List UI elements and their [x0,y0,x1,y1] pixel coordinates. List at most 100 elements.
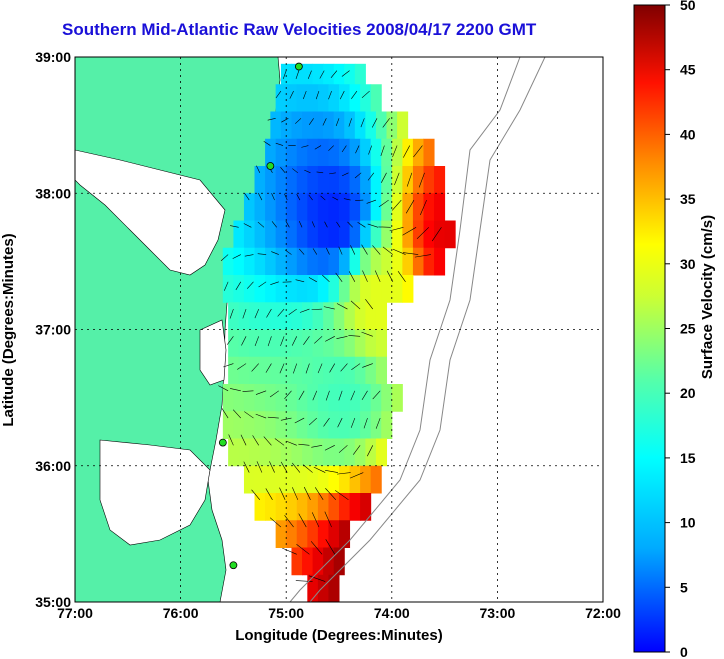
velocity-vector [280,167,286,174]
velocity-cell [317,574,329,602]
velocity-cell [354,302,366,330]
velocity-cell [365,111,377,140]
velocity-vector [281,118,289,123]
velocity-cell [296,520,308,548]
velocity-cell [444,220,456,249]
velocity-cell [391,247,403,276]
velocity-vector [280,461,288,473]
velocity-cell [328,138,340,167]
velocity-cell [328,166,340,194]
velocity-vector [336,303,348,310]
velocity-vector [335,490,349,501]
velocity-cell [328,520,340,548]
velocity-vector [338,445,348,453]
velocity-vector [228,434,234,446]
velocity-vector [329,363,336,373]
velocity-cell [333,329,345,358]
velocity-cell [265,220,277,249]
velocity-vector [323,417,330,427]
velocity-cell [381,166,393,194]
velocity-vector [329,172,336,175]
velocity-vector [420,199,427,216]
velocity-cell [307,384,319,412]
velocity-vector [296,194,301,201]
velocity-cell [386,111,398,140]
velocity-cell [317,193,329,221]
velocity-cell [349,411,361,439]
velocity-cell [307,193,319,221]
velocity-vector [367,223,379,228]
velocity-cell [222,247,234,276]
colorbar-tick-label: 35 [680,191,696,207]
velocity-vector [292,487,299,500]
colorbar-tick-label: 0 [680,644,688,659]
velocity-vector [298,513,307,528]
velocity-cell [270,302,282,330]
velocity-cell [317,275,329,303]
velocity-cell [296,275,308,303]
velocity-vector [375,417,381,429]
velocity-cell [270,329,282,358]
velocity-cell [238,329,250,358]
velocity-vector [350,417,356,428]
velocity-vector [431,227,442,242]
velocity-cell [328,275,340,303]
velocity-vector [361,331,373,337]
velocity-vector [357,221,366,228]
velocity-cell [344,302,356,330]
velocity-cell [259,438,271,467]
velocity-vector [336,336,348,339]
velocity-cell [317,84,329,112]
inlet-water [199,319,227,386]
velocity-cell [354,356,366,385]
velocity-cell [339,411,351,439]
velocity-vector [237,363,247,370]
velocity-vector [229,388,241,392]
velocity-vector [240,434,247,446]
velocity-cell [365,329,377,358]
velocity-cell [233,275,245,303]
velocity-vector [257,192,263,201]
velocity-cell [307,520,319,548]
velocity-cell [360,465,372,494]
velocity-cell [291,302,303,330]
velocity-vector [299,308,310,313]
velocity-vector [242,308,247,319]
velocity-cell [275,384,287,412]
velocity-cell [360,411,372,439]
velocity-vector [258,281,267,288]
velocity-cell [375,329,388,358]
velocity-cell [423,247,435,276]
velocity-vector [322,274,330,283]
velocity-cell [243,220,256,249]
velocity-vector [292,168,298,174]
velocity-cell [307,411,319,439]
velocity-cell [354,63,366,92]
colorbar-tick-label: 5 [680,579,688,595]
velocity-cell [233,384,245,412]
velocity-cell [344,438,356,467]
velocity-cell [370,247,382,276]
velocity-cell [280,329,292,358]
velocity-cell [296,384,308,412]
velocity-cell [349,220,361,249]
velocity-cell [423,166,435,194]
velocity-vector [263,140,271,146]
velocity-cell [296,84,308,112]
velocity-cell [275,411,287,439]
velocity-vector [279,363,285,374]
velocity-cell [323,356,335,385]
velocity-cell [339,138,351,167]
velocity-vector [350,245,356,255]
velocity-cell [296,193,308,221]
colorbar-tick-labels: 0 5 10 15 20 25 30 35 40 45 50 [665,0,696,659]
velocity-cell [375,438,388,467]
velocity-cell [328,411,340,439]
velocity-vector [374,270,381,282]
velocity-cell [349,384,361,412]
y-tick-labels: 39:00 38:00 37:00 36:00 35:00 [35,49,71,610]
velocity-cell [270,111,282,140]
velocity-cell [275,166,287,194]
velocity-cell [339,493,351,521]
